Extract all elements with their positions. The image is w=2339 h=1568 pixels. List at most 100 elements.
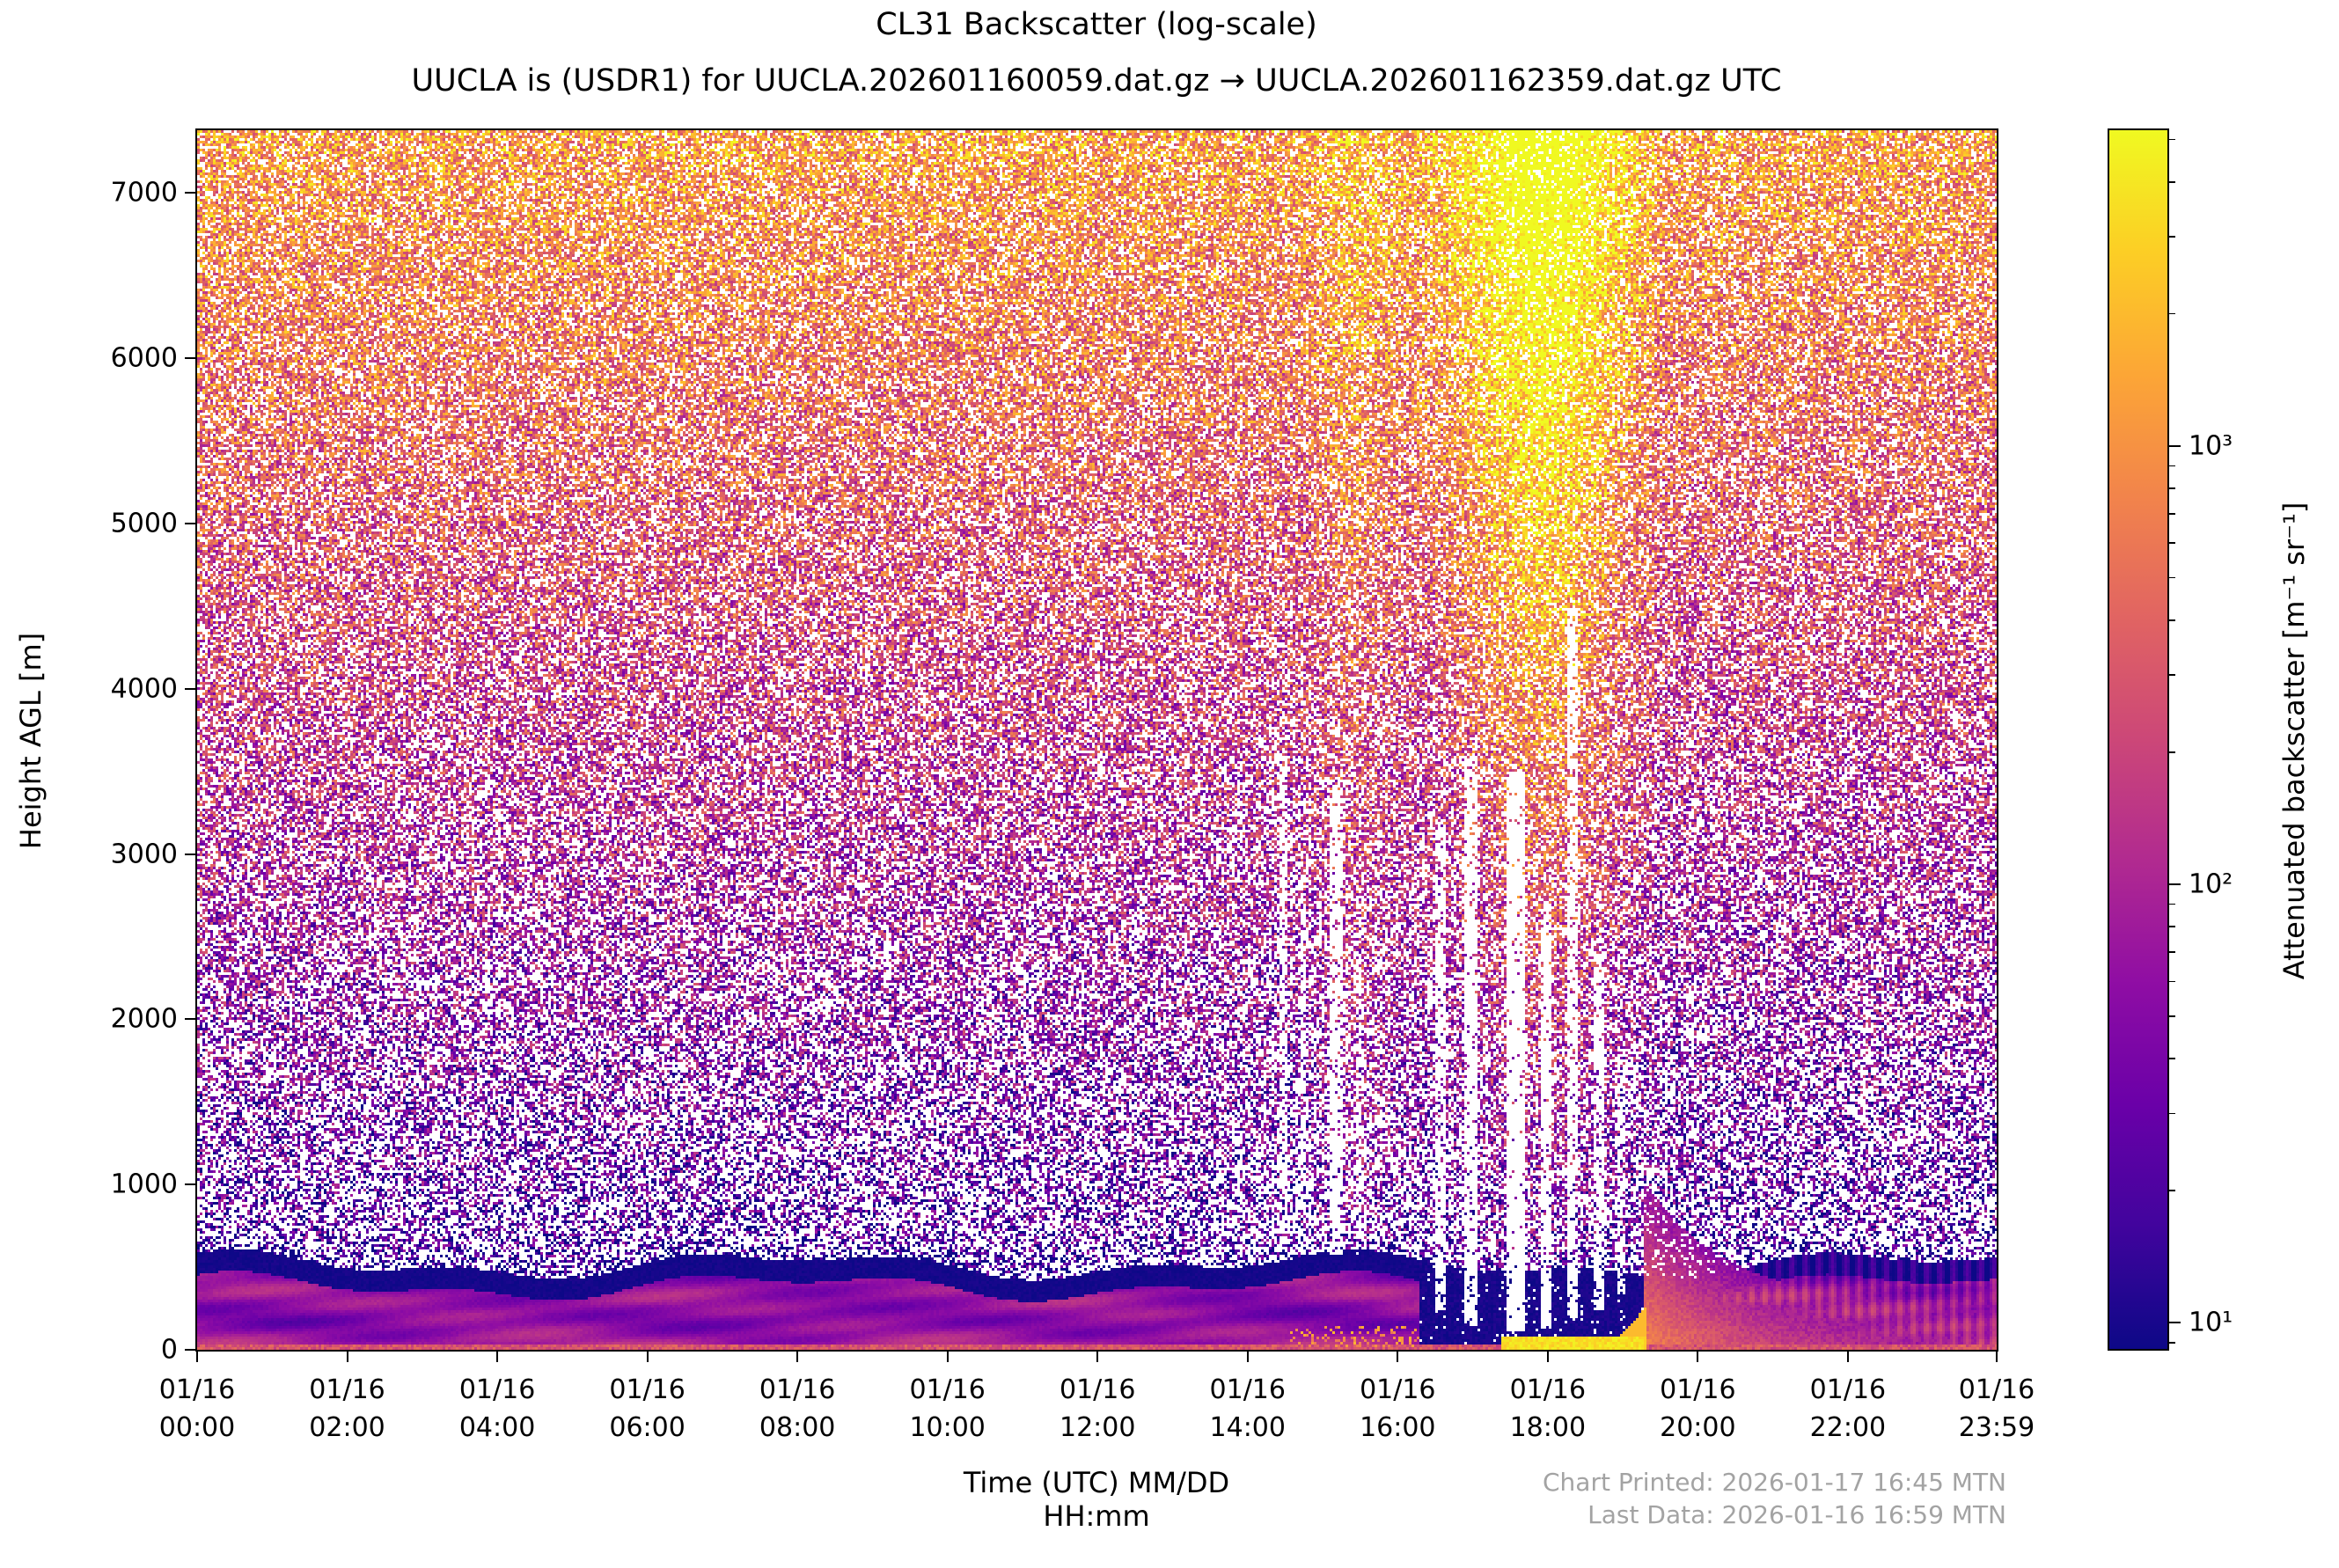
y-tick-label: 4000 — [110, 673, 178, 705]
x-tick-label: 01/16 02:00 — [309, 1371, 385, 1447]
x-tick-label: 01/16 18:00 — [1510, 1371, 1586, 1447]
colorbar-minor-tick — [2169, 1058, 2175, 1059]
x-tick-date: 01/16 — [158, 1374, 236, 1405]
x-tick-time: 08:00 — [759, 1412, 836, 1443]
x-tick-label: 01/16 20:00 — [1660, 1371, 1735, 1447]
x-tick-date: 01/16 — [1809, 1374, 1887, 1405]
colorbar-major-tick — [2169, 1322, 2181, 1324]
x-axis-label: Time (UTC) MM/DD HH:mm — [964, 1466, 1229, 1533]
colorbar-tick-label: 10² — [2189, 868, 2233, 900]
colorbar-axis-label: Attenuated backscatter [m⁻¹ sr⁻¹] — [2277, 502, 2311, 980]
colorbar-minor-tick — [2169, 1015, 2175, 1017]
chart-subtitle: UUCLA is (USDR1) for UUCLA.202601160059.… — [411, 63, 1782, 99]
y-tick-label: 5000 — [110, 508, 178, 539]
x-tick — [1996, 1352, 1998, 1362]
x-tick-date: 01/16 — [1509, 1374, 1587, 1405]
x-tick-time: 20:00 — [1660, 1412, 1736, 1443]
y-tick-label: 1000 — [110, 1169, 178, 1200]
heatmap-plot-area — [195, 128, 1998, 1352]
colorbar-minor-tick — [2169, 980, 2175, 983]
x-tick-date: 01/16 — [1059, 1374, 1136, 1405]
x-tick-time: 23:59 — [1958, 1412, 2035, 1443]
y-tick — [185, 1349, 195, 1351]
x-tick-time: 12:00 — [1059, 1412, 1136, 1443]
colorbar — [2108, 128, 2169, 1351]
x-tick — [1846, 1352, 1849, 1362]
y-tick-label: 6000 — [110, 342, 178, 374]
x-tick-time: 14:00 — [1209, 1412, 1286, 1443]
backscatter-heatmap-canvas — [197, 130, 1997, 1350]
x-tick-label: 01/16 04:00 — [459, 1371, 535, 1447]
y-tick — [185, 1018, 195, 1021]
chart-title: CL31 Backscatter (log-scale) — [876, 7, 1317, 42]
y-tick — [185, 357, 195, 360]
x-tick-date: 01/16 — [1209, 1374, 1286, 1405]
colorbar-minor-tick — [2169, 181, 2175, 183]
colorbar-minor-tick — [2169, 903, 2175, 905]
footer-last-data: Last Data: 2026-01-16 16:59 MTN — [1587, 1500, 2006, 1529]
colorbar-minor-tick — [2169, 236, 2175, 238]
colorbar-major-tick — [2169, 444, 2181, 447]
y-tick — [185, 687, 195, 690]
x-tick — [1246, 1352, 1249, 1362]
x-tick-date: 01/16 — [759, 1374, 836, 1405]
x-tick — [346, 1352, 348, 1362]
x-tick-date: 01/16 — [909, 1374, 986, 1405]
colorbar-minor-tick — [2169, 674, 2175, 676]
x-axis-label-line1: Time (UTC) MM/DD — [963, 1466, 1230, 1499]
x-tick-time: 22:00 — [1809, 1412, 1887, 1443]
colorbar-minor-tick — [2169, 465, 2175, 467]
x-tick — [1096, 1352, 1099, 1362]
x-tick-date: 01/16 — [1958, 1374, 2035, 1405]
colorbar-minor-tick — [2169, 951, 2175, 953]
colorbar-minor-tick — [2169, 312, 2175, 315]
colorbar-tick-label: 10³ — [2189, 430, 2233, 462]
x-tick-label: 01/16 14:00 — [1210, 1371, 1286, 1447]
y-tick — [185, 192, 195, 194]
colorbar-minor-tick — [2169, 138, 2175, 141]
y-tick-label: 0 — [160, 1334, 178, 1366]
x-tick-label: 01/16 12:00 — [1060, 1371, 1135, 1447]
colorbar-major-tick — [2169, 883, 2181, 885]
x-tick-label: 01/16 16:00 — [1360, 1371, 1435, 1447]
colorbar-tick-label: 10¹ — [2189, 1307, 2233, 1338]
colorbar-minor-tick — [2169, 751, 2175, 753]
x-tick-label: 01/16 08:00 — [759, 1371, 835, 1447]
x-tick-date: 01/16 — [609, 1374, 686, 1405]
colorbar-minor-tick — [2169, 1190, 2175, 1191]
x-tick-label: 01/16 00:00 — [159, 1371, 235, 1447]
y-tick — [185, 853, 195, 855]
colorbar-minor-tick — [2169, 576, 2175, 579]
x-tick-time: 06:00 — [609, 1412, 686, 1443]
chart-footer: Chart Printed: 2026-01-17 16:45 MTN Last… — [0, 1466, 2006, 1531]
x-tick-time: 16:00 — [1360, 1412, 1436, 1443]
x-tick-time: 10:00 — [909, 1412, 986, 1443]
x-tick-date: 01/16 — [309, 1374, 385, 1405]
x-tick — [946, 1352, 949, 1362]
y-tick — [185, 522, 195, 524]
x-tick — [196, 1352, 198, 1362]
x-tick — [1546, 1352, 1549, 1362]
colorbar-minor-tick — [2169, 487, 2175, 489]
x-tick — [496, 1352, 499, 1362]
y-tick-label: 2000 — [110, 1003, 178, 1035]
x-tick — [1397, 1352, 1399, 1362]
x-tick — [796, 1352, 799, 1362]
y-tick-label: 7000 — [110, 177, 178, 209]
colorbar-minor-tick — [2169, 1342, 2175, 1344]
colorbar-minor-tick — [2169, 926, 2175, 927]
x-tick-label: 01/16 23:59 — [1959, 1371, 2035, 1447]
x-tick-time: 00:00 — [158, 1412, 236, 1443]
colorbar-minor-tick — [2169, 542, 2175, 544]
colorbar-minor-tick — [2169, 1112, 2175, 1115]
x-axis-label-line2: HH:mm — [1043, 1499, 1150, 1533]
x-tick-time: 18:00 — [1509, 1412, 1587, 1443]
y-tick-label: 3000 — [110, 839, 178, 870]
y-tick — [185, 1183, 195, 1186]
x-tick-label: 01/16 22:00 — [1810, 1371, 1886, 1447]
colorbar-minor-tick — [2169, 513, 2175, 515]
x-tick-date: 01/16 — [1360, 1374, 1436, 1405]
x-tick — [1697, 1352, 1699, 1362]
x-tick-date: 01/16 — [1660, 1374, 1736, 1405]
